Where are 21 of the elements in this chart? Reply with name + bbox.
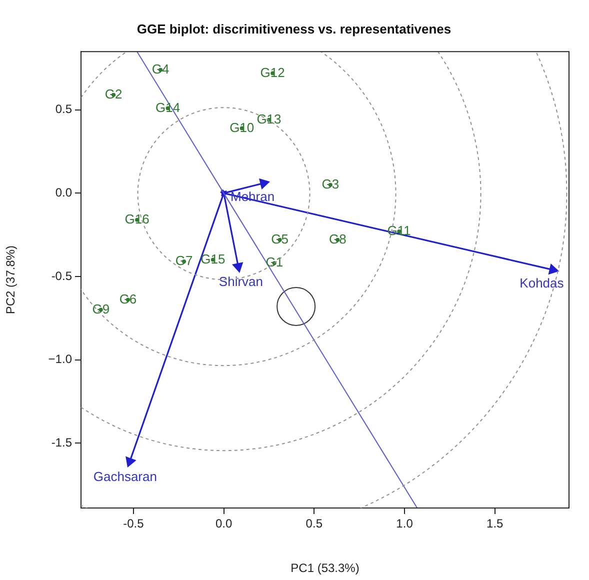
x-tick-label: -0.5 [123, 516, 144, 531]
data-label: G13 [256, 111, 282, 126]
x-tick-label: 0.0 [215, 516, 232, 531]
y-tick-label: −1.0 [48, 352, 72, 366]
data-label: G12 [260, 64, 285, 80]
series-label: Shirvan [218, 274, 263, 290]
x-tick-label: 1.0 [396, 516, 414, 531]
x-tick-label: 0.5 [306, 516, 323, 531]
series-label: Gachsaran [93, 468, 157, 484]
chart-title: GGE biplot: discrimitiveness vs. representativenes [136, 21, 452, 36]
x-axis-title: PC1 (53.3%) [290, 561, 360, 576]
data-label: G15 [200, 251, 226, 266]
y-tick-label: -0.5 [51, 268, 72, 283]
series-label: Kohdas [520, 275, 564, 290]
data-label: G10 [230, 120, 254, 135]
y-tick-label: 0.5 [55, 102, 72, 116]
data-label: G16 [124, 211, 150, 226]
y-axis-title: PC2 (37.8%) [4, 245, 18, 314]
y-tick-label: -1.5 [51, 435, 72, 450]
y-tick-label: 0.0 [55, 185, 72, 200]
x-tick-label: 1.5 [486, 516, 504, 531]
